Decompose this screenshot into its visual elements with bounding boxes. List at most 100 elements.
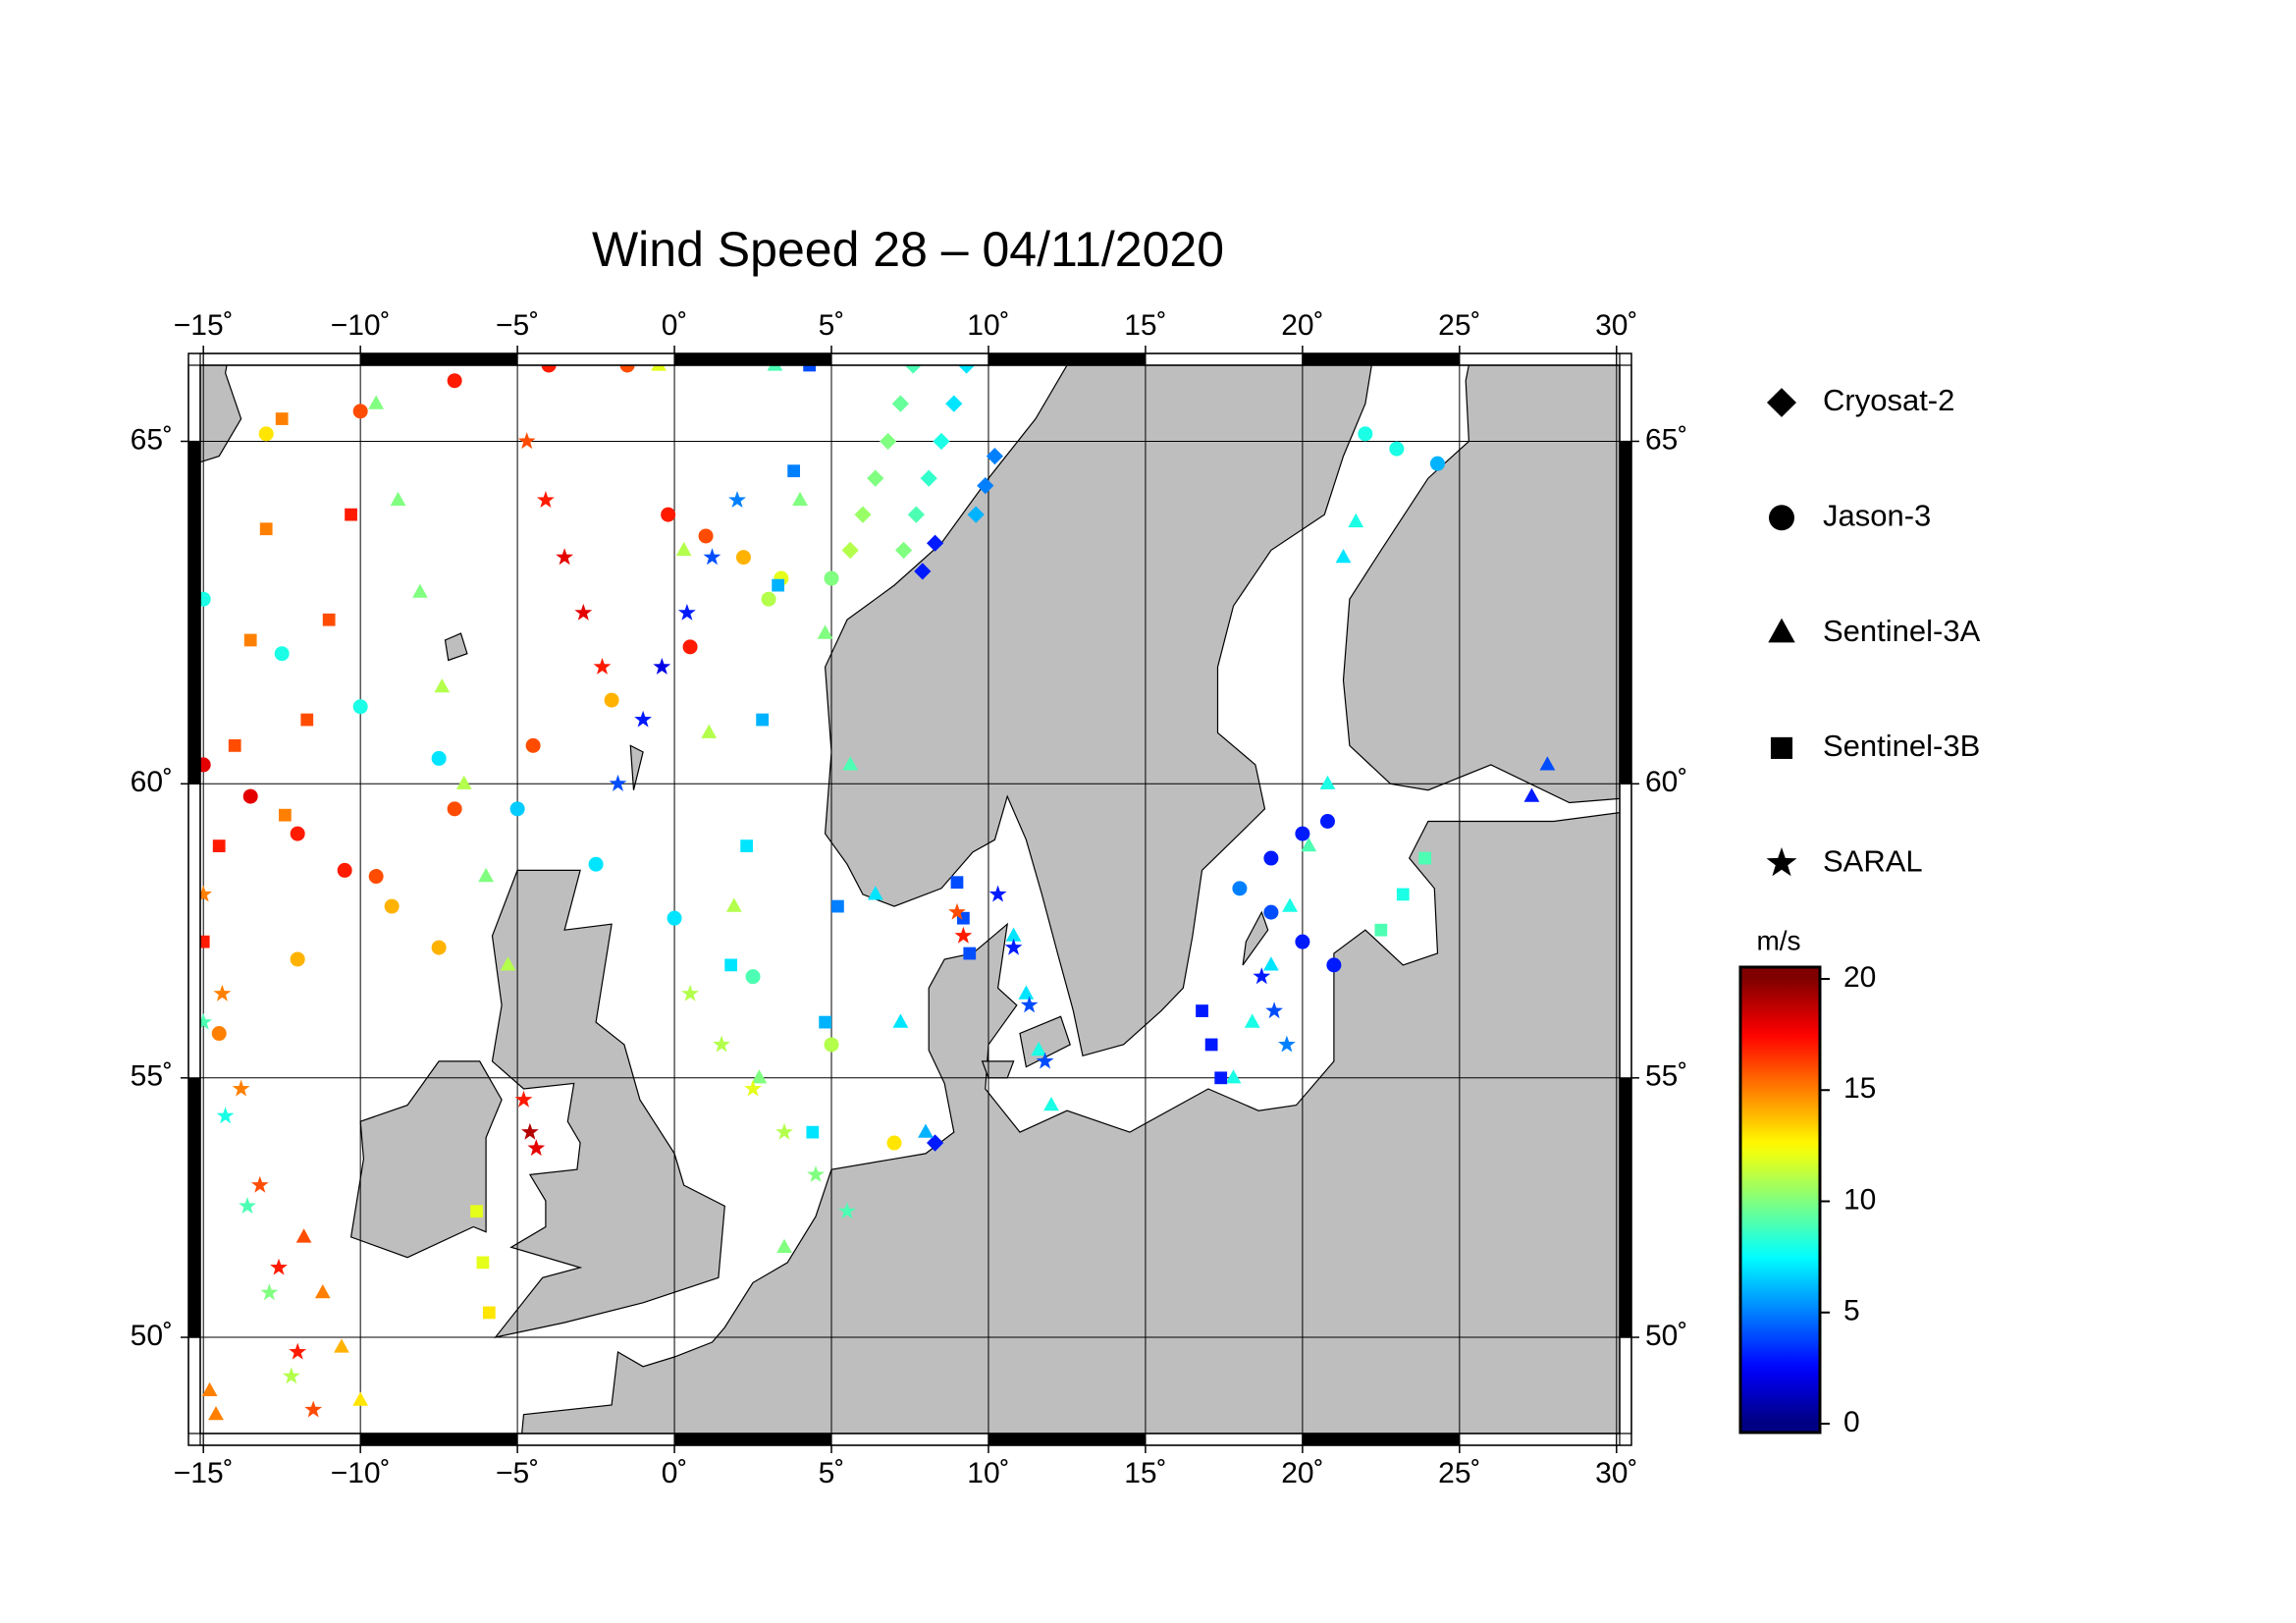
y-tick-label: 65˚: [131, 423, 173, 456]
track-point: [1335, 549, 1352, 564]
track-point: [478, 867, 494, 883]
track-point: [239, 1197, 256, 1214]
track-point: [1036, 1052, 1054, 1069]
track-point: [270, 1258, 288, 1275]
track-point: [651, 365, 667, 371]
track-point: [1319, 775, 1336, 789]
track-point: [337, 862, 352, 878]
frame-bar: [202, 1433, 361, 1446]
track-point: [1418, 851, 1432, 865]
track-point: [1282, 897, 1298, 912]
x-tick-label: −5˚: [496, 1457, 539, 1489]
legend-label: SARAL: [1823, 843, 1923, 878]
track-point: [556, 548, 573, 566]
track-point: [300, 713, 314, 727]
track-point: [661, 507, 676, 522]
legend-marker: [1766, 847, 1797, 877]
track-point: [933, 432, 950, 451]
track-point: [390, 491, 406, 506]
track-point: [304, 1400, 323, 1418]
y-tick-label: 55˚: [1645, 1060, 1687, 1093]
track-point: [1031, 1042, 1046, 1056]
track-point: [447, 801, 462, 817]
frame-bar: [516, 1433, 675, 1446]
track-point: [352, 699, 368, 715]
frame-bar: [1459, 1433, 1618, 1446]
legend-label: Sentinel-3B: [1823, 729, 1980, 763]
track-point: [228, 739, 241, 752]
frame-bar: [187, 1336, 201, 1434]
track-point: [1348, 513, 1364, 528]
frame-bar: [673, 352, 832, 366]
track-point: [243, 633, 257, 647]
track-point: [751, 1069, 768, 1084]
frame-bar: [830, 352, 989, 366]
track-point: [368, 395, 384, 409]
grid-layer: [200, 365, 1620, 1434]
track-point: [334, 1338, 349, 1353]
track-point: [476, 1256, 490, 1270]
track-point: [756, 713, 770, 727]
track-point: [703, 548, 721, 566]
track-point: [455, 775, 472, 789]
track-point: [290, 826, 305, 841]
track-point: [368, 869, 384, 885]
x-tick-label: 5˚: [819, 1457, 845, 1489]
track-point: [212, 839, 226, 852]
track-point: [1005, 927, 1022, 942]
x-tick-label: 0˚: [662, 1457, 688, 1489]
track-point: [1319, 813, 1335, 829]
frame-bar: [1619, 440, 1632, 784]
track-point: [950, 876, 964, 890]
track-point: [681, 984, 699, 1001]
track-point: [434, 678, 451, 693]
track-point: [279, 808, 292, 822]
track-point: [958, 365, 976, 374]
land: [824, 365, 1372, 1057]
frame-inner: [199, 364, 1621, 1434]
x-tick-label: −5˚: [496, 309, 539, 342]
track-point: [345, 508, 357, 521]
track-point: [1278, 1035, 1296, 1053]
track-point: [470, 1205, 483, 1218]
frame-bar: [1145, 1433, 1304, 1446]
frame-bar: [1616, 352, 1621, 366]
points-layer: [200, 365, 1556, 1421]
frame-bar: [988, 352, 1147, 366]
frame-bar: [1302, 352, 1461, 366]
frame-bar: [1619, 783, 1632, 1079]
x-tick-label: 15˚: [1124, 309, 1166, 342]
track-point: [807, 1165, 825, 1182]
track-point: [1263, 956, 1279, 971]
x-tick-label: 25˚: [1438, 1457, 1480, 1489]
x-tick-label: 10˚: [967, 309, 1009, 342]
track-point: [1358, 426, 1373, 442]
track-point: [772, 578, 785, 592]
track-point: [1204, 1038, 1218, 1052]
track-point: [201, 1381, 218, 1396]
track-point: [701, 724, 718, 738]
track-point: [1295, 826, 1310, 841]
frame-bar: [1302, 1433, 1461, 1446]
track-point: [1253, 967, 1271, 985]
track-point: [724, 958, 738, 972]
track-point: [352, 404, 368, 419]
track-point: [290, 951, 305, 967]
land: [1242, 910, 1269, 966]
colorbar-label: m/s: [1756, 925, 1800, 955]
colorbar-scale: [1738, 965, 1822, 1434]
track-point: [698, 528, 714, 544]
track-point: [842, 756, 859, 771]
colorbar-tick-label: 0: [1843, 1406, 1860, 1438]
track-point: [891, 395, 909, 412]
track-point: [892, 1013, 909, 1028]
track-point: [914, 563, 932, 580]
track-point: [213, 984, 232, 1001]
track-point: [767, 365, 783, 371]
frame-bar: [187, 364, 201, 443]
track-point: [1244, 1013, 1260, 1028]
track-point: [1018, 985, 1035, 1000]
track-point: [593, 658, 612, 675]
frame-bar: [830, 1433, 989, 1446]
track-point: [726, 897, 742, 912]
